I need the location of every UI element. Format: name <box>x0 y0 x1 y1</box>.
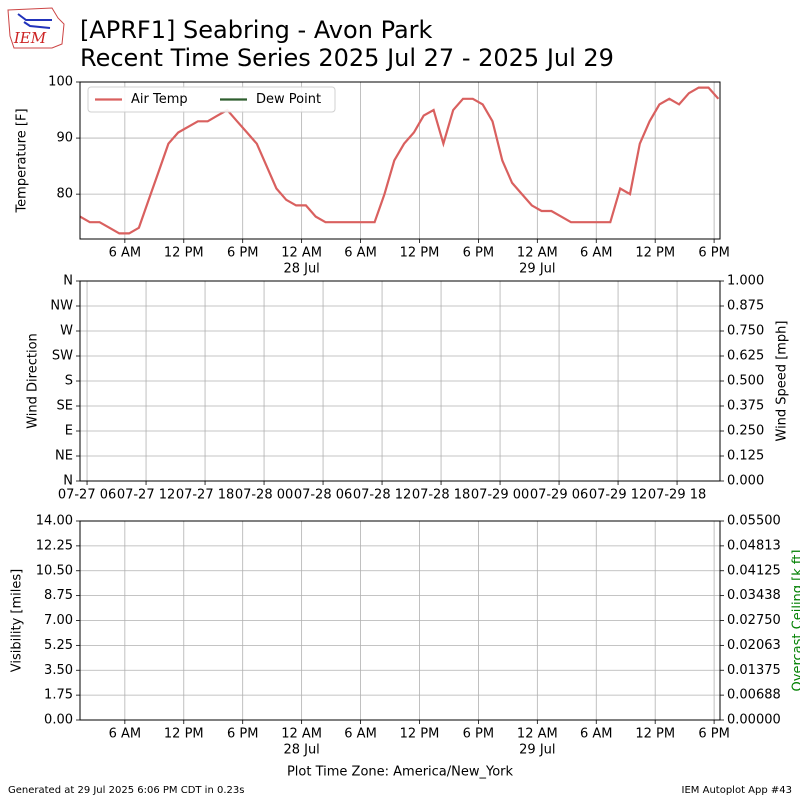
x-tick-label: 12 AM <box>281 246 322 261</box>
x-tick-label: 07-27 12 <box>117 488 175 503</box>
x-tick-label: 07-27 06 <box>58 488 116 503</box>
footer-app: IEM Autoplot App #43 <box>682 785 792 796</box>
x-tick-label: 6 AM <box>109 727 142 742</box>
x-tick-label: 07-27 18 <box>176 488 234 503</box>
x-tick-label: 12 PM <box>635 727 675 742</box>
y2-tick-label: 0.000 <box>727 474 764 489</box>
x-tick-label: 6 AM <box>344 727 377 742</box>
y-axis-label: Wind Direction <box>26 333 41 429</box>
x-tick-label: 12 AM <box>517 246 558 261</box>
x-tick-label: 07-28 18 <box>412 488 470 503</box>
y-tick-label: NW <box>50 299 73 314</box>
y2-axis-label: Wind Speed [mph] <box>775 321 790 442</box>
y-tick-label: SW <box>52 349 73 364</box>
y-tick-label: 80 <box>56 187 73 202</box>
legend-box <box>87 86 336 113</box>
x-tick-label: 12 PM <box>164 246 204 261</box>
x-tick-label: 07-28 06 <box>294 488 352 503</box>
y-tick-label: 100 <box>48 75 73 90</box>
x-tick-label: 07-28 00 <box>235 488 293 503</box>
y-tick-label: N <box>63 474 73 489</box>
y2-axis-label: Overcast Ceiling [k ft] <box>791 550 800 692</box>
x-tick-label: 12 AM <box>281 727 322 742</box>
x-tick-label: 6 PM <box>698 727 729 742</box>
legend-label: Air Temp <box>131 92 188 107</box>
x-tick-label: 6 AM <box>580 246 613 261</box>
x-tick-label: 6 AM <box>580 727 613 742</box>
y-axis-label: Temperature [F] <box>15 108 30 213</box>
y-tick-label: 8.75 <box>44 588 73 603</box>
x-tick-label: 6 PM <box>463 246 494 261</box>
x-tick-sublabel: 29 Jul <box>519 743 555 758</box>
y2-tick-label: 0.04813 <box>727 538 781 553</box>
title-line-1: [APRF1] Seabring - Avon Park <box>80 16 433 44</box>
logo-text: IEM <box>13 29 47 47</box>
x-tick-label: 12 PM <box>164 727 204 742</box>
y2-tick-label: 0.625 <box>727 349 764 364</box>
logo: IEM <box>7 7 65 49</box>
logo-lines <box>17 13 52 29</box>
y2-tick-label: 0.375 <box>727 399 764 414</box>
y-tick-label: 7.00 <box>44 613 73 628</box>
x-tick-label: 6 PM <box>227 727 258 742</box>
x-tick-label: 12 AM <box>517 727 558 742</box>
legend-label: Dew Point <box>256 92 321 107</box>
x-tick-label: 07-29 12 <box>589 488 647 503</box>
y2-tick-label: 0.00688 <box>727 688 781 703</box>
x-tick-label: 6 PM <box>698 246 729 261</box>
x-tick-sublabel: 28 Jul <box>283 262 319 277</box>
plot-frame <box>79 81 721 240</box>
y2-tick-label: 0.01375 <box>727 663 781 678</box>
footer-generated: Generated at 29 Jul 2025 6:06 PM CDT in … <box>8 785 244 796</box>
y-tick-label: S <box>65 374 73 389</box>
x-tick-label: 07-29 00 <box>471 488 529 503</box>
x-tick-label: 12 PM <box>635 246 675 261</box>
x-tick-label: 12 PM <box>400 246 440 261</box>
y2-tick-label: 0.875 <box>727 299 764 314</box>
y-tick-label: 14.00 <box>36 514 73 529</box>
y-tick-label: SE <box>57 399 73 414</box>
x-tick-sublabel: 28 Jul <box>283 743 319 758</box>
y-tick-label: 12.25 <box>36 538 73 553</box>
y2-tick-label: 0.02063 <box>727 638 781 653</box>
y2-tick-label: 0.125 <box>727 449 764 464</box>
title-line-2: Recent Time Series 2025 Jul 27 - 2025 Ju… <box>80 44 614 72</box>
y-tick-label: 10.50 <box>36 563 73 578</box>
x-axis-label: Plot Time Zone: America/New_York <box>287 765 514 780</box>
y-tick-label: 0.00 <box>44 713 73 728</box>
y2-tick-label: 0.00000 <box>727 713 781 728</box>
y-tick-label: NE <box>55 449 73 464</box>
y2-tick-label: 1.000 <box>727 274 764 289</box>
y2-tick-label: 0.02750 <box>727 613 781 628</box>
y2-tick-label: 0.500 <box>727 374 764 389</box>
x-tick-label: 12 PM <box>400 727 440 742</box>
y-tick-label: 90 <box>56 131 73 146</box>
y2-tick-label: 0.750 <box>727 324 764 339</box>
x-tick-label: 07-29 18 <box>648 488 706 503</box>
x-tick-label: 6 PM <box>227 246 258 261</box>
y2-tick-label: 0.03438 <box>727 588 781 603</box>
plot-frame <box>79 280 721 482</box>
y2-tick-label: 0.04125 <box>727 563 781 578</box>
x-tick-label: 6 AM <box>109 246 142 261</box>
y-tick-label: E <box>65 424 73 439</box>
plot-frame <box>79 520 721 721</box>
x-tick-sublabel: 29 Jul <box>519 262 555 277</box>
y-axis-label: Visibility [miles] <box>10 569 25 672</box>
x-tick-label: 6 PM <box>463 727 494 742</box>
y-tick-label: 5.25 <box>44 638 73 653</box>
x-tick-label: 07-28 12 <box>353 488 411 503</box>
y-tick-label: N <box>63 274 73 289</box>
y2-tick-label: 0.05500 <box>727 514 781 529</box>
x-tick-label: 6 AM <box>344 246 377 261</box>
series-line <box>79 86 720 235</box>
y2-tick-label: 0.250 <box>727 424 764 439</box>
y-tick-label: W <box>60 324 73 339</box>
x-tick-label: 07-29 06 <box>530 488 588 503</box>
y-tick-label: 1.75 <box>44 688 73 703</box>
y-tick-label: 3.50 <box>44 663 73 678</box>
